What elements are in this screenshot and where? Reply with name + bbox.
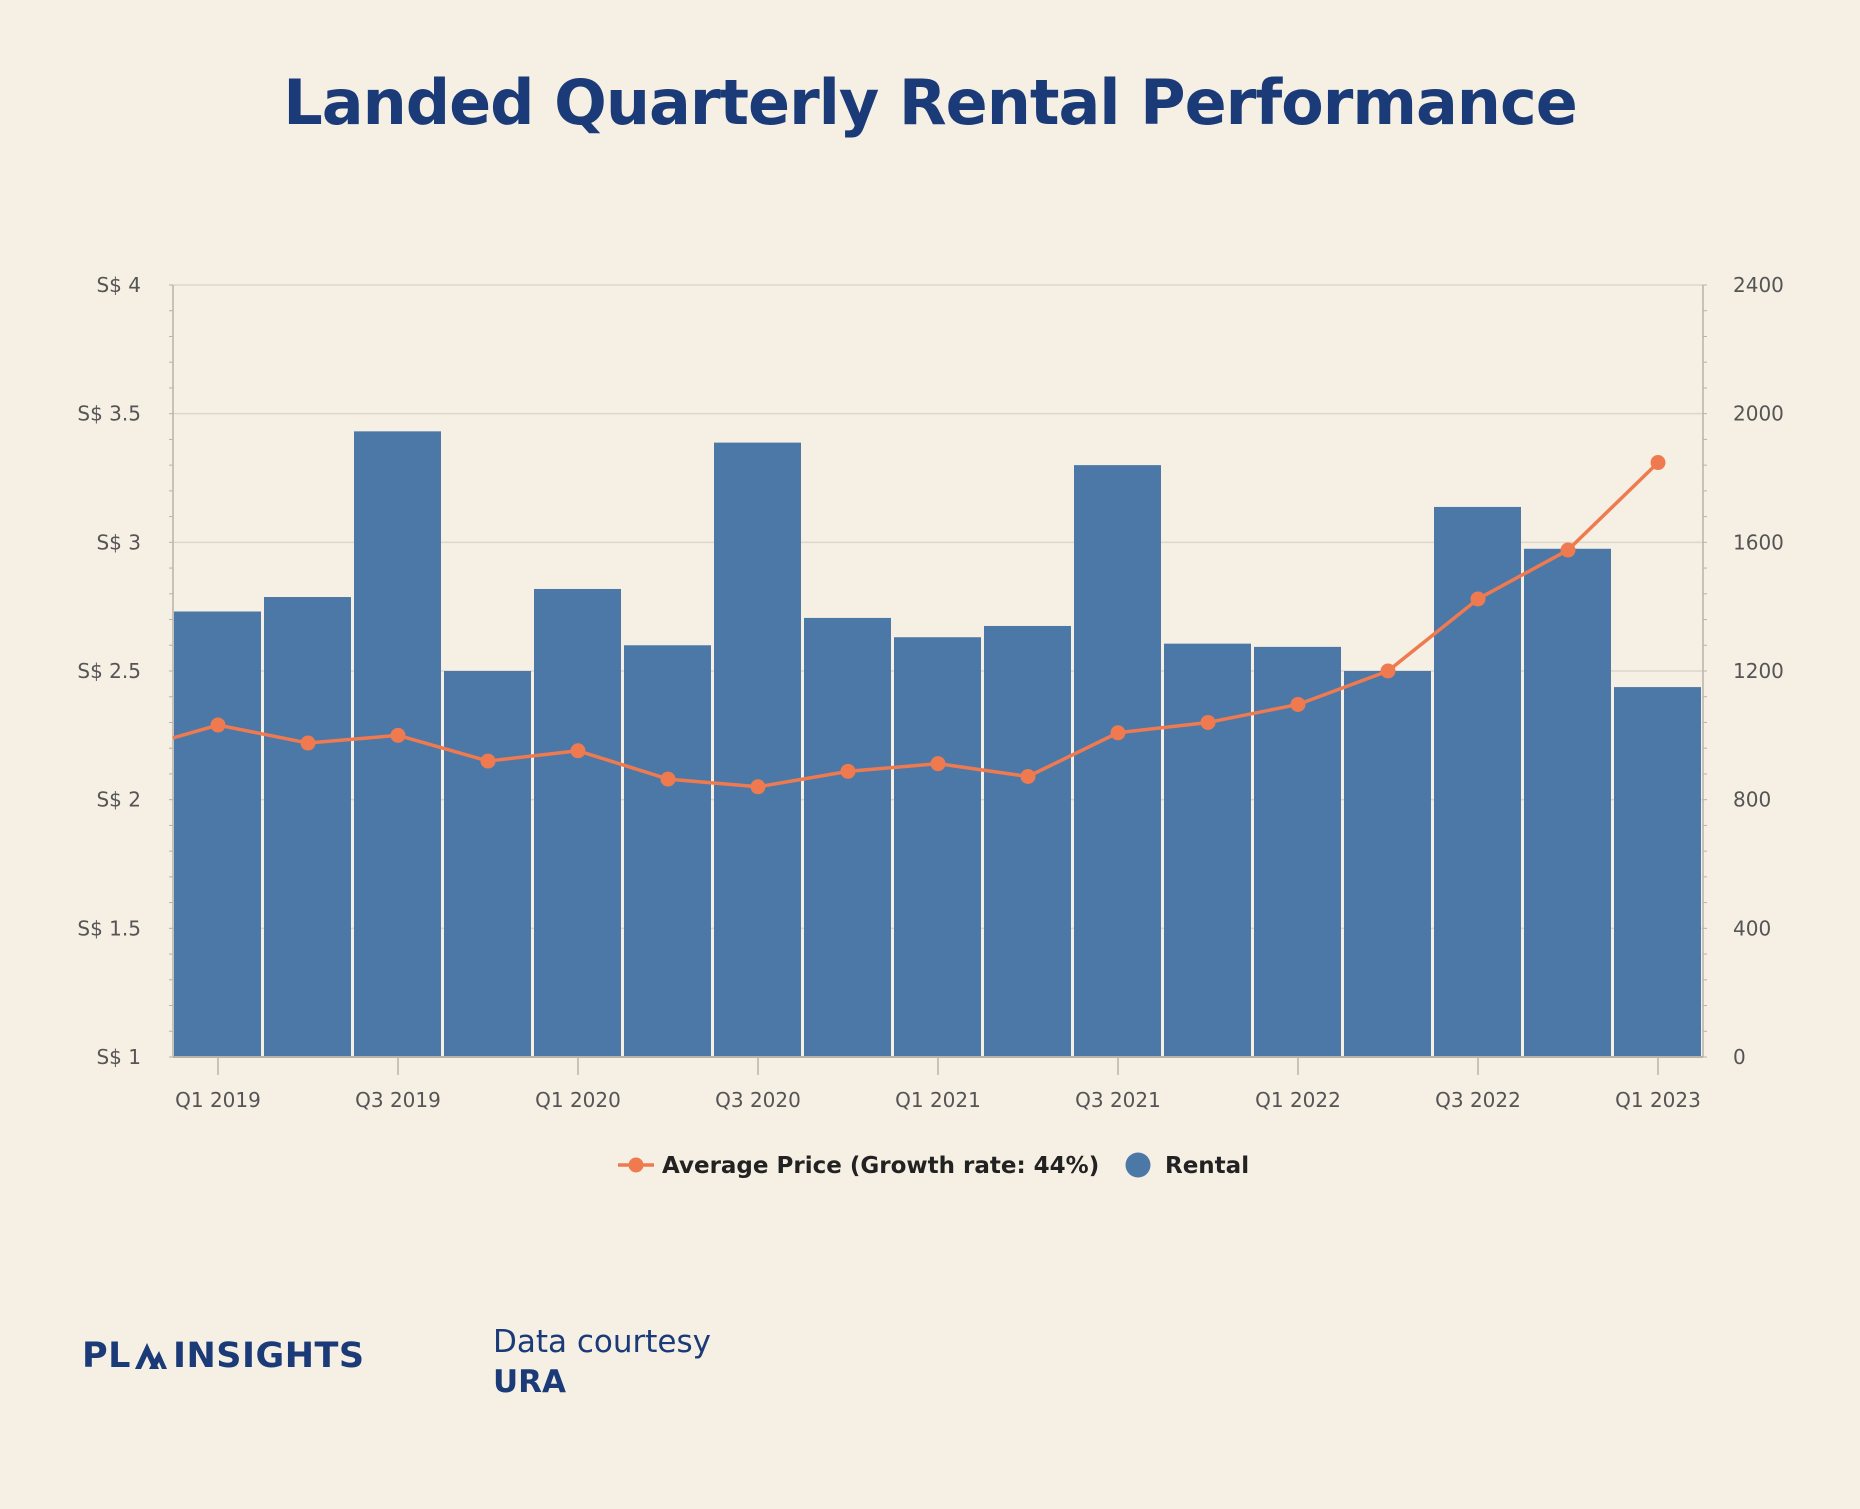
credit-source: URA — [493, 1364, 567, 1400]
y-left-tick-label: S$ 2.5 — [77, 659, 141, 683]
point-average-price — [1560, 542, 1576, 558]
x-tick-label: Q1 2022 — [1255, 1088, 1341, 1112]
point-average-price — [840, 763, 856, 779]
chart-title: Landed Quarterly Rental Performance — [283, 66, 1578, 139]
bar-rental — [1164, 643, 1251, 1057]
credit-label: Data courtesy — [493, 1324, 711, 1360]
point-average-price — [1290, 696, 1306, 712]
bar-rental — [1434, 506, 1521, 1057]
y-left-tick-label: S$ 3 — [96, 530, 141, 554]
point-average-price — [1470, 591, 1486, 607]
bar-rental — [1254, 646, 1341, 1057]
point-average-price — [390, 727, 406, 743]
point-average-price — [210, 717, 226, 733]
brand-prefix: PL — [82, 1336, 131, 1376]
y-left-tick-label: S$ 4 — [96, 273, 141, 297]
bar-rental — [174, 611, 261, 1057]
y-right-tick-label: 800 — [1733, 788, 1771, 812]
point-average-price — [480, 753, 496, 769]
bar-rental — [1614, 687, 1701, 1057]
y-right-tick-label: 1600 — [1733, 530, 1784, 554]
bar-rental — [714, 442, 801, 1057]
x-tick-label: Q1 2021 — [895, 1088, 981, 1112]
y-left-tick-label: S$ 1 — [96, 1045, 141, 1069]
x-tick-label: Q3 2020 — [715, 1088, 801, 1112]
x-tick-label: Q3 2022 — [1435, 1088, 1521, 1112]
y-right-tick-label: 0 — [1733, 1045, 1746, 1069]
bar-rental — [1074, 465, 1161, 1058]
point-average-price — [300, 735, 316, 751]
bar-rental — [804, 617, 891, 1057]
point-average-price — [930, 756, 946, 772]
legend-label-average-price: Average Price (Growth rate: 44%) — [662, 1153, 1099, 1179]
y-left-tick-label: S$ 3.5 — [77, 402, 141, 426]
brand-name: INSIGHTS — [172, 1336, 365, 1376]
bar-rental — [444, 671, 531, 1057]
point-average-price — [1200, 714, 1216, 730]
bar-rental — [1524, 548, 1611, 1057]
x-tick-label: Q1 2019 — [175, 1088, 261, 1112]
y-right-tick-label: 1200 — [1733, 659, 1784, 683]
chevron-mark-icon — [134, 1343, 167, 1369]
line-average-price — [172, 461, 1660, 789]
x-tick-label: Q3 2019 — [355, 1088, 441, 1112]
y-right-tick-label: 2400 — [1733, 273, 1784, 297]
point-average-price — [660, 771, 676, 787]
legend-line-marker — [628, 1157, 644, 1173]
x-tick-label: Q1 2020 — [535, 1088, 621, 1112]
point-average-price — [1650, 455, 1666, 471]
brand-logo: PL INSIGHTS — [82, 1336, 365, 1376]
y-right-tick-label: 2000 — [1733, 402, 1784, 426]
point-average-price — [1380, 663, 1396, 679]
y-left-tick-label: S$ 2 — [96, 788, 141, 812]
bar-rental — [894, 637, 981, 1057]
y-right-tick-label: 400 — [1733, 916, 1771, 940]
point-average-price — [1020, 769, 1036, 785]
bar-rental — [624, 645, 711, 1057]
bar-rental — [1344, 671, 1431, 1057]
y-left-tick-label: S$ 1.5 — [77, 916, 141, 940]
x-tick-label: Q3 2021 — [1075, 1088, 1161, 1112]
point-average-price — [750, 779, 766, 795]
bar-rental — [984, 625, 1071, 1057]
data-credit: Data courtesy URA — [493, 1322, 711, 1402]
point-average-price — [1110, 725, 1126, 741]
point-average-price — [570, 743, 586, 759]
legend-label-rental: Rental — [1165, 1153, 1249, 1179]
bar-rental — [534, 588, 621, 1057]
x-tick-label: Q1 2023 — [1615, 1088, 1701, 1112]
legend-bar-marker — [1125, 1152, 1151, 1178]
bar-rental — [264, 597, 351, 1057]
